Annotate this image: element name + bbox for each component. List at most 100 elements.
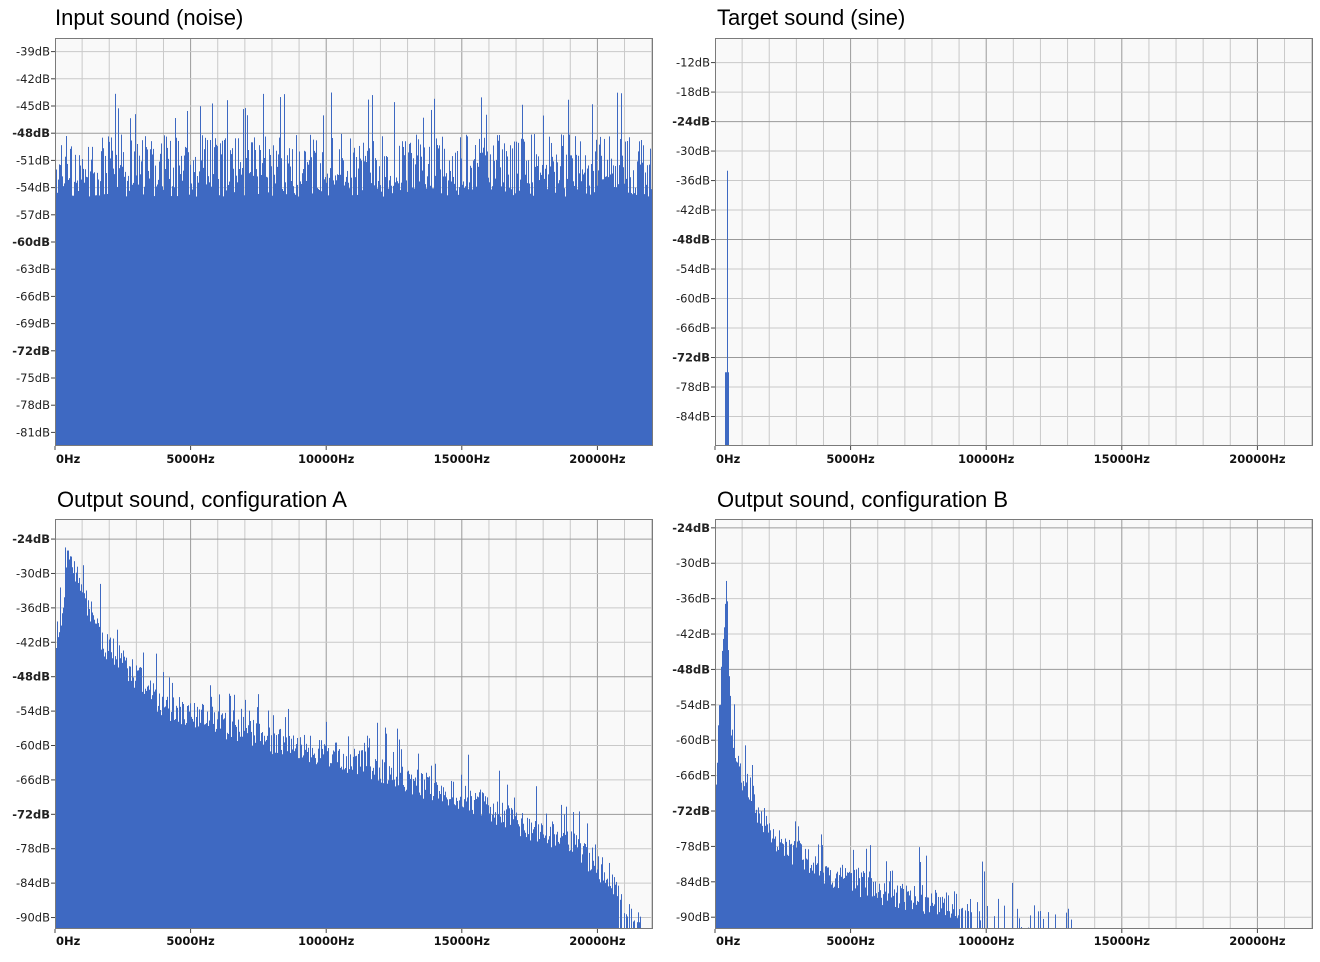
spectrum-bar [159,694,160,929]
spectrum-bar [262,163,263,446]
spectrum-bar [315,153,316,446]
spectrum-bar [75,582,76,929]
spectrum-bar [804,869,805,929]
spectrum-bar [531,135,532,446]
spectrum-bar [953,909,954,929]
spectrum-bar [191,183,192,446]
spectrum-bar [369,738,370,929]
spectrum-bar [638,151,639,446]
spectrum-bar [73,573,74,929]
y-tick-label: -57dB [16,208,50,222]
spectrum-bar [75,155,76,446]
spectrum-bar [409,144,410,446]
spectrum-bar [280,97,281,446]
spectrum-bar [248,725,249,929]
spectrum-bar [114,174,115,446]
spectrum-bar [102,138,103,446]
spectrum-bar [247,733,248,929]
spectrum-bar [93,615,94,929]
spectrum-bar [267,177,268,446]
x-tick-label: 5000Hz [166,934,215,948]
spectrum-bar [618,184,619,446]
spectrum-bar [498,141,499,446]
spectrum-bar [160,710,161,929]
spectrum-bar [788,856,789,929]
spectrum-bar [825,866,826,929]
spectrum-bar [420,144,421,446]
spectrum-bar [623,167,624,446]
spectrum-bar [594,866,595,929]
y-tick-label: -78dB [676,839,710,853]
y-tick-label: -24dB [12,532,50,546]
spectrum-bar [208,726,209,929]
spectrum-bar [405,141,406,446]
spectrum-bar [318,749,319,929]
spectrum-bar [639,922,640,929]
spectrum-bar [201,710,202,929]
spectrum-bar [380,779,381,929]
spectrum-bar [998,899,999,929]
spectrum-bar [206,723,207,929]
spectrum-bar [318,189,319,446]
spectrum-bar [987,906,988,929]
spectrum-bar [271,735,272,929]
spectrum-bar [57,621,58,929]
spectrum-bar [367,151,368,446]
spectrum-bar [257,176,258,446]
spectrum-bar [936,893,937,929]
spectrum-bar [297,738,298,929]
spectrum-bar [64,597,65,929]
spectrum-bar [516,813,517,929]
spectrum-bar [588,871,589,929]
spectrum-bar [127,668,128,929]
spectrum-bar [124,177,125,446]
spectrum-bar [162,186,163,446]
spectrum-bar [61,626,62,929]
spectrum-bar [601,156,602,446]
spectrum-bar [820,871,821,929]
spectrum-bar [198,183,199,446]
spectrum-bar [175,719,176,929]
y-tick-label: -60dB [676,733,710,747]
spectrum-bar [807,860,808,929]
spectrum-bar [449,160,450,446]
spectrum-bar [1043,919,1044,929]
spectrum-bar [528,834,529,929]
spectrum-bar [791,844,792,929]
spectrum-bar [252,142,253,446]
spectrum-bar [444,149,445,446]
spectrum-bar [132,659,133,929]
spectrum-bar [490,807,491,929]
spectrum-bar [277,753,278,929]
spectrum-bar [363,772,364,929]
spectrum-bar [747,774,748,929]
spectrum-bar [337,762,338,929]
spectrum-bar [603,179,604,446]
spectrum-bar [270,155,271,446]
spectrum-bar [330,763,331,929]
spectrum-bar [94,172,95,446]
spectrum-bar [265,137,266,446]
spectrum-bar [291,739,292,929]
spectrum-bar [872,896,873,929]
spectrum-bar [542,165,543,446]
spectrum-bar [84,593,85,929]
spectrum-bar [635,188,636,446]
spectrum-bar [185,725,186,929]
spectrum-bar [432,800,433,929]
spectrum-bar [860,897,861,929]
spectrum-bar [205,724,206,929]
spectrum-bar [156,654,157,929]
spectrum-bar [722,651,723,929]
spectrum-bar [214,147,215,446]
spectrum-bar [272,754,273,929]
spectrum-bar [445,176,446,446]
spectrum-bar [269,728,270,929]
spectrum-bar [64,183,65,446]
spectrum-bar [822,845,823,929]
spectrum-bar [360,767,361,929]
spectrum-bar [590,870,591,929]
spectrum-bar [478,797,479,929]
spectrum-bar [419,793,420,929]
spectrum-bar [384,156,385,446]
